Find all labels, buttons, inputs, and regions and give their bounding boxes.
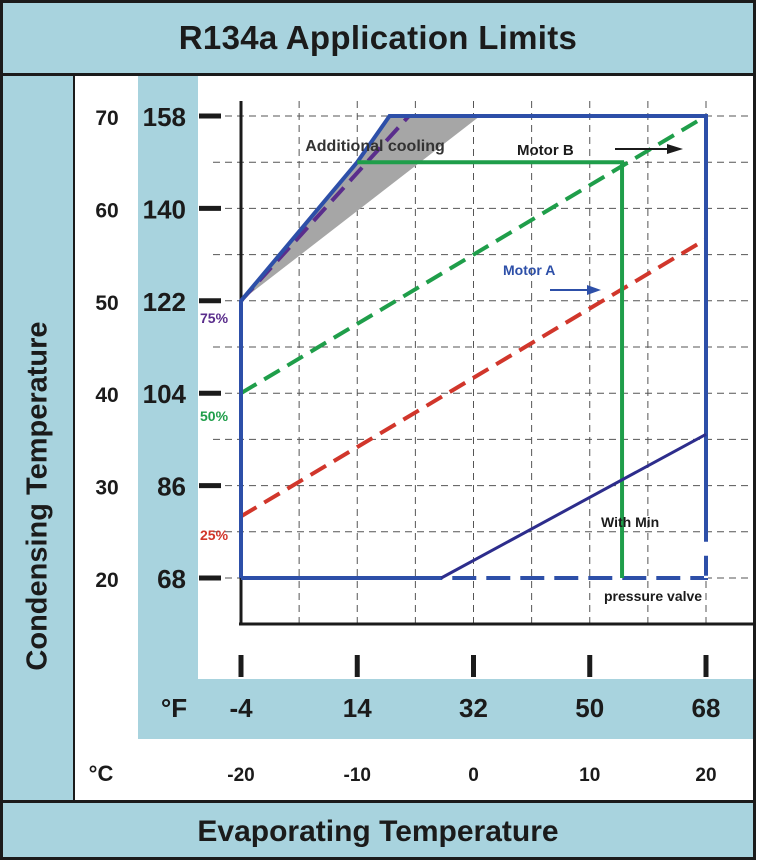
series-line-25pct	[239, 237, 708, 519]
x-tick-label-c: 20	[695, 765, 716, 786]
motor-b-line	[357, 160, 625, 578]
y-tick-label-f: 86	[157, 472, 186, 502]
y-tick-label-f: 104	[143, 379, 187, 409]
x-tick-label-f: -4	[229, 693, 253, 723]
y-axis-label-strip: Condensing Temperature	[3, 76, 73, 800]
y-tick-label-f: 158	[143, 102, 186, 132]
x-axis-label: Evaporating Temperature	[197, 814, 559, 848]
series-label-75pct: 75%	[200, 310, 229, 326]
series-label-50pct: 50%	[200, 408, 229, 424]
x-axis-fahrenheit-band	[138, 679, 753, 739]
y-tick-label-f: 68	[157, 564, 186, 594]
y-tick-label-c: 30	[95, 477, 118, 500]
series-line-50pct	[239, 114, 708, 395]
y-tick-label-f: 122	[143, 287, 186, 317]
y-tick-label-c: 20	[95, 569, 118, 592]
y-tick-label-c: 50	[95, 292, 118, 315]
with-min-line	[440, 432, 707, 580]
x-tick-label-f: 32	[459, 693, 488, 723]
x-tick-label-f: 68	[692, 693, 721, 723]
y-axis-fahrenheit-band	[138, 76, 198, 739]
y-tick-label-c: 60	[95, 199, 118, 222]
x-tick-label-c: -20	[227, 765, 254, 786]
x-tick-label-c: 10	[579, 765, 600, 786]
title-bar: R134a Application Limits	[3, 3, 753, 76]
y-tick-label-c: 40	[95, 384, 118, 407]
series-label-25pct: 25%	[200, 527, 229, 543]
x-tick-label-f: 50	[575, 693, 604, 723]
with-min-label: With Min	[601, 514, 659, 530]
additional-cooling-label: Additional cooling	[305, 138, 445, 155]
motor-b-arrow-head	[667, 144, 683, 154]
x-tick-label-f: 14	[343, 693, 372, 723]
x-tick-label-c: 0	[468, 765, 479, 786]
x-axis-label-bar: Evaporating Temperature	[3, 800, 753, 857]
fahrenheit-unit-label: °F	[161, 693, 187, 723]
celsius-unit-label: °C	[89, 761, 114, 786]
chart-title: R134a Application Limits	[178, 19, 578, 56]
motor-a-arrow-head	[587, 285, 601, 295]
pressure-valve-label: pressure valve	[604, 588, 702, 604]
y-tick-label-c: 70	[95, 107, 118, 130]
motor-a-label: Motor A	[503, 262, 555, 278]
motor-b-label: Motor B	[517, 142, 574, 159]
x-tick-label-c: -10	[344, 765, 371, 786]
y-tick-label-f: 140	[143, 194, 186, 224]
chart-svg: Additional cooling Motor B Motor A With Min…	[89, 76, 753, 786]
